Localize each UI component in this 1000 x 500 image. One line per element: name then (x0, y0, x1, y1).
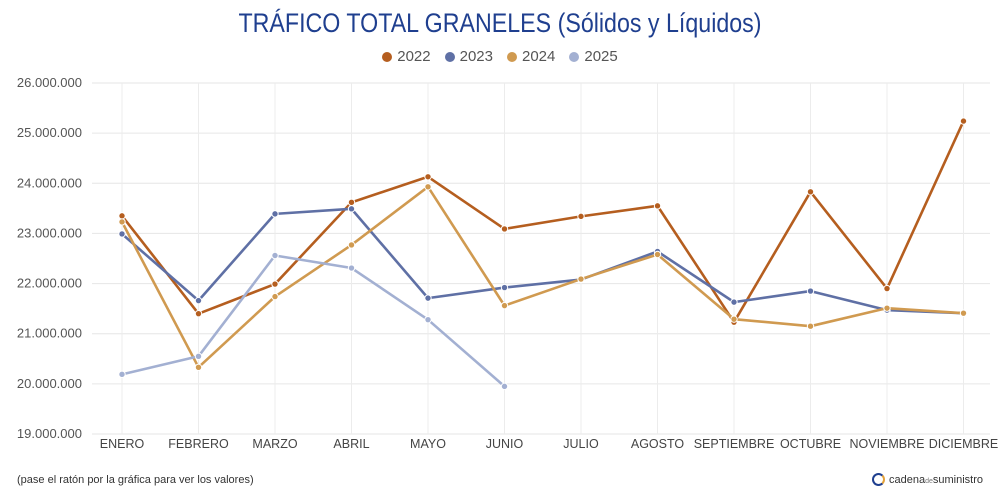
data-point-2024[interactable] (577, 275, 585, 283)
hover-hint: (pase el ratón por la gráfica para ver l… (17, 474, 254, 486)
data-point-2022[interactable] (577, 212, 585, 221)
data-point-2024[interactable] (118, 218, 126, 226)
data-point-2023[interactable] (500, 283, 509, 292)
y-tick-label: 20.000.000 (17, 376, 82, 391)
x-tick-label: AGOSTO (631, 437, 685, 451)
data-point-2022[interactable] (347, 198, 356, 207)
line-chart[interactable]: 26.000.000 25.000.000 24.000.000 23.000.000… (0, 0, 1000, 470)
data-point-2025[interactable] (118, 370, 126, 379)
y-tick-label: 25.000.000 (17, 125, 82, 140)
data-point-2023[interactable] (730, 298, 738, 306)
legend-label: 2022 (397, 48, 431, 65)
x-tick-label: MAYO (410, 437, 446, 451)
data-point-2023[interactable] (347, 205, 356, 213)
x-tick-label: ABRIL (333, 437, 369, 451)
data-point-2022[interactable] (959, 117, 968, 125)
data-point-2023[interactable] (194, 296, 203, 305)
series-line-2024[interactable] (120, 185, 964, 369)
data-point-2022[interactable] (118, 212, 126, 220)
x-tick-label: FEBRERO (168, 437, 229, 451)
data-point-2023[interactable] (118, 230, 126, 238)
legend-item-2025[interactable]: 2025 (569, 48, 618, 65)
data-point-2025[interactable] (424, 315, 432, 324)
x-tick-label: MARZO (252, 437, 297, 451)
data-point-2024[interactable] (806, 322, 815, 330)
data-point-2025[interactable] (500, 382, 509, 391)
x-tick-label: JULIO (563, 437, 599, 451)
legend-item-2024[interactable]: 2024 (507, 48, 555, 65)
data-point-2024[interactable] (194, 363, 203, 372)
x-tick-label: SEPTIEMBRE (694, 437, 775, 451)
legend-label: 2023 (459, 48, 493, 65)
y-tick-label: 23.000.000 (17, 225, 82, 240)
data-point-2022[interactable] (271, 280, 279, 288)
x-tick-label: OCTUBRE (780, 437, 841, 451)
data-point-2022[interactable] (653, 202, 662, 210)
y-tick-label: 19.000.000 (17, 426, 82, 441)
series-line-2025[interactable] (121, 254, 506, 388)
data-point-2025[interactable] (347, 264, 356, 272)
data-point-2024[interactable] (959, 309, 968, 317)
data-point-2023[interactable] (271, 210, 279, 218)
data-point-2023[interactable] (424, 294, 432, 302)
brand-icon (872, 473, 885, 486)
data-point-2023[interactable] (806, 287, 815, 295)
chart-title: TRÁFICO TOTAL GRANELES (Sólidos y Líquid… (238, 8, 762, 38)
legend-label: 2025 (584, 48, 618, 65)
data-point-2022[interactable] (194, 309, 203, 318)
series-line-2022[interactable] (120, 120, 965, 324)
data-point-2024[interactable] (653, 250, 662, 259)
chart-legend: 2022 2023 2024 2025 (0, 48, 1000, 65)
x-tick-label: DICIEMBRE (929, 437, 998, 451)
brand-logo: cadenadesuministro (872, 473, 983, 486)
legend-item-2022[interactable]: 2022 (382, 48, 431, 65)
x-tick-label: ENERO (100, 437, 145, 451)
data-point-2022[interactable] (883, 284, 891, 293)
legend-item-2023[interactable]: 2023 (444, 48, 493, 65)
x-tick-label: NOVIEMBRE (849, 437, 924, 451)
legend-marker (507, 51, 517, 62)
legend-marker (569, 51, 580, 62)
data-point-2022[interactable] (806, 188, 815, 196)
data-point-2022[interactable] (424, 173, 432, 181)
y-tick-label: 24.000.000 (17, 175, 82, 190)
series-line-2023[interactable] (121, 207, 964, 315)
y-tick-label: 22.000.000 (17, 276, 82, 291)
data-point-2024[interactable] (883, 304, 891, 312)
legend-marker (382, 51, 393, 62)
data-point-2024[interactable] (347, 241, 356, 249)
brand-name: cadenadesuministro (889, 473, 984, 486)
y-tick-label: 26.000.000 (17, 75, 82, 90)
y-tick-label: 21.000.000 (17, 326, 82, 341)
data-point-2024[interactable] (730, 315, 738, 323)
legend-label: 2024 (522, 48, 556, 65)
data-point-2024[interactable] (271, 292, 279, 301)
data-point-2024[interactable] (424, 183, 432, 191)
x-tick-label: JUNIO (486, 437, 524, 451)
data-point-2024[interactable] (500, 301, 509, 310)
data-point-2025[interactable] (271, 251, 279, 260)
data-point-2025[interactable] (194, 352, 203, 360)
data-point-2022[interactable] (500, 225, 509, 233)
legend-marker (444, 51, 455, 62)
